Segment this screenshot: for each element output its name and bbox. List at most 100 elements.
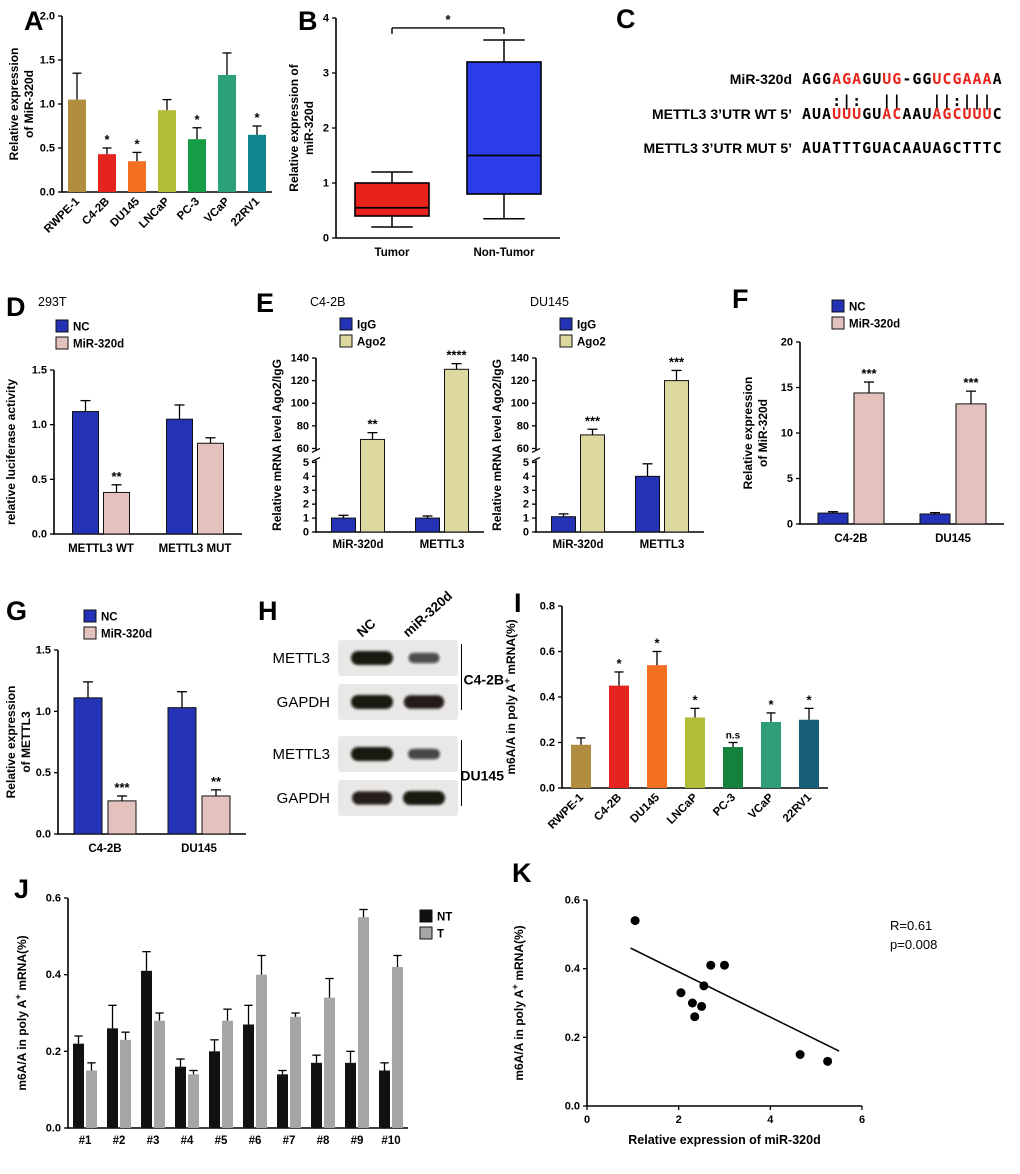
panel-h-label: H [258, 596, 278, 626]
svg-text:Relative expression: Relative expression [741, 377, 755, 490]
svg-text:MiR-320d: MiR-320d [849, 319, 900, 331]
svg-text:0: 0 [323, 233, 329, 245]
blot-group: METTL3 GAPDH DU145 [264, 736, 504, 816]
lane-label: miR-320d [399, 588, 456, 640]
svg-text:Relative mRNA level Ago2/IgG: Relative mRNA level Ago2/IgG [270, 359, 284, 531]
blot-row: METTL3 [264, 640, 458, 676]
svg-text:METTL3 MUT: METTL3 MUT [159, 543, 232, 555]
svg-text:Ago2: Ago2 [357, 337, 386, 349]
svg-text:3: 3 [303, 485, 309, 497]
svg-text:2: 2 [676, 1114, 682, 1126]
svg-text:0.2: 0.2 [565, 1032, 580, 1044]
svg-text:*: * [194, 112, 200, 127]
svg-text:Relative expression: Relative expression [4, 686, 18, 799]
blot-groups: METTL3 GAPDH C4-2B METTL3 GAPDH DU145 [264, 640, 504, 816]
blot-protein-label: METTL3 [272, 745, 330, 763]
svg-text:Non-Tumor: Non-Tumor [473, 247, 535, 259]
panel-i-m6a-chart: 0.0 0.2 0.4 0.6 0.8 RWPE-1 * C4-2B * DU145 * LNCaP n… [502, 601, 828, 832]
svg-text:*: * [654, 636, 660, 651]
panel-c-sequence-alignment: MiR-320d AGGAGAGUUG-GGUCGAAAA :|: || ||:|… [596, 70, 1020, 161]
sequence-text: :|: || ||:||| [802, 92, 1003, 110]
svg-text:1: 1 [303, 513, 309, 525]
svg-text:0.2: 0.2 [540, 737, 555, 749]
svg-text:DU145: DU145 [530, 295, 569, 309]
blot-strip-image [338, 684, 458, 720]
svg-text:n.s: n.s [726, 731, 741, 742]
svg-text:3: 3 [323, 68, 329, 80]
blot-cell-line-label: C4-2B [463, 671, 504, 688]
svg-text:Relative expression of miR-320: Relative expression of miR-320d [628, 1133, 820, 1147]
svg-text:***: *** [114, 780, 130, 795]
blot-row: GAPDH [264, 684, 458, 720]
svg-text:Relative mRNA level Ago2/IgG: Relative mRNA level Ago2/IgG [490, 359, 504, 531]
svg-text:120: 120 [511, 375, 529, 387]
panel-e-label: E [256, 288, 275, 318]
svg-text:60: 60 [517, 443, 529, 455]
panel-f-expression-chart: 0 5 10 15 20 *** C4-2B *** DU145 Relative express… [741, 299, 1004, 545]
svg-text:MiR-320d: MiR-320d [332, 539, 383, 551]
svg-text:p=0.008: p=0.008 [890, 937, 937, 952]
svg-text:0: 0 [584, 1114, 590, 1126]
sequence-text: AUAUUUGUACAAUAGCUUUC [802, 105, 1003, 123]
svg-text:Tumor: Tumor [375, 247, 410, 259]
svg-text:0.5: 0.5 [36, 767, 51, 779]
panel-e-du145-rip-chart: 0 1 2 3 4 5 60 80 100 120 140 *** MiR-320d *** METTL3 R… [490, 295, 704, 551]
svg-text:0.6: 0.6 [46, 893, 61, 905]
svg-text:NC: NC [73, 322, 90, 334]
panel-a-label: A [24, 6, 44, 36]
lane-label: NC [353, 615, 379, 640]
sequence-text: AUATTTGUACAAUAGCTTTC [802, 139, 1003, 157]
svg-text:1: 1 [523, 513, 529, 525]
panel-k-label: K [512, 858, 532, 888]
sequence-label: METTL3 3’UTR WT 5’ [652, 106, 792, 122]
svg-text:20: 20 [781, 337, 793, 349]
blot-strip-image [338, 780, 458, 816]
svg-text:22RV1: 22RV1 [781, 791, 815, 825]
svg-text:0.4: 0.4 [540, 692, 556, 704]
svg-text:140: 140 [291, 353, 309, 365]
svg-text:4: 4 [303, 471, 310, 483]
svg-text:10: 10 [781, 428, 793, 440]
svg-text:of METTL3: of METTL3 [19, 711, 33, 773]
svg-text:1.5: 1.5 [36, 645, 51, 657]
svg-text:2: 2 [303, 499, 309, 511]
svg-text:0.0: 0.0 [46, 1123, 61, 1135]
svg-text:MiR-320d: MiR-320d [552, 539, 603, 551]
svg-text:MiR-320d: MiR-320d [101, 629, 152, 641]
svg-text:C4-2B: C4-2B [88, 843, 121, 855]
svg-text:100: 100 [291, 398, 309, 410]
svg-text:0.0: 0.0 [32, 529, 47, 541]
svg-text:VCaP: VCaP [202, 195, 232, 225]
svg-text:#2: #2 [113, 1135, 126, 1147]
panel-d-label: D [6, 292, 26, 322]
panel-e-c42b-rip-chart: 0 1 2 3 4 5 60 80 100 120 140 ** MiR-320d **** METTL3 R… [270, 295, 484, 551]
svg-text:m6A/A in poly A+ mRNA(%): m6A/A in poly A+ mRNA(%) [502, 619, 518, 774]
svg-text:0: 0 [787, 519, 793, 531]
svg-text:80: 80 [517, 420, 529, 432]
blot-strip-image [338, 640, 458, 676]
svg-text:DU145: DU145 [628, 791, 662, 825]
svg-text:*: * [806, 692, 812, 707]
svg-text:2.0: 2.0 [40, 11, 55, 23]
svg-text:1: 1 [323, 178, 329, 190]
svg-text:0.4: 0.4 [565, 963, 581, 975]
panel-f-label: F [732, 284, 749, 314]
svg-text:of MiR-320d: of MiR-320d [756, 399, 770, 467]
svg-text:**: ** [211, 774, 222, 789]
svg-text:DU145: DU145 [108, 195, 142, 229]
svg-text:METTL3 WT: METTL3 WT [68, 543, 134, 555]
svg-text:*: * [445, 12, 451, 27]
svg-text:0.5: 0.5 [32, 474, 47, 486]
panel-b-label: B [298, 6, 318, 36]
svg-text:***: *** [585, 413, 601, 428]
panel-j-label: J [14, 874, 30, 904]
svg-text:0: 0 [303, 527, 309, 539]
blot-cell-line-label: DU145 [460, 767, 504, 784]
sequence-label: METTL3 3’UTR MUT 5’ [643, 140, 792, 156]
svg-text:C4-2B: C4-2B [310, 295, 345, 309]
svg-text:R=0.61: R=0.61 [890, 918, 932, 933]
svg-text:4: 4 [323, 13, 330, 25]
svg-text:#1: #1 [79, 1135, 92, 1147]
sequence-match-row: :|: || ||:||| [596, 92, 1020, 110]
svg-text:PC-3: PC-3 [711, 792, 738, 819]
